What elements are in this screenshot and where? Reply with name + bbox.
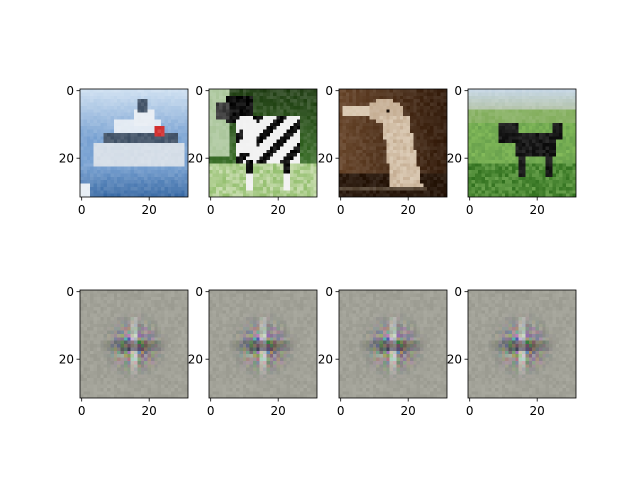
x-tick-label: 0: [207, 404, 215, 418]
subplot-1-1: 0 20 0 20: [188, 285, 318, 418]
axes-frame: [79, 88, 189, 198]
x-tick-label: 0: [466, 404, 474, 418]
x-tick-label: 20: [271, 203, 286, 217]
subplot-0-2: 0 20 0 20: [318, 84, 448, 217]
subplot-0-0: 0 20 0 20: [59, 84, 189, 217]
image-pixels: [468, 290, 577, 399]
x-tick-label: 20: [401, 203, 416, 217]
x-tick-label: 0: [466, 203, 474, 217]
subplot-1-2: 0 20 0 20: [318, 285, 448, 418]
y-tick-label: 0: [195, 285, 203, 299]
axes-frame: [208, 289, 318, 399]
image-pixels: [80, 89, 189, 198]
y-tick-label: 20: [188, 353, 203, 367]
x-tick-label: 20: [142, 203, 157, 217]
x-tick-label: 20: [142, 404, 157, 418]
image-pixels: [80, 290, 189, 399]
axes-frame: [79, 289, 189, 399]
axes-frame: [208, 88, 318, 198]
x-tick-label: 20: [401, 404, 416, 418]
x-tick-label: 20: [271, 404, 286, 418]
x-tick-label: 0: [207, 203, 215, 217]
subplot-0-3: 0 20 0 20: [447, 84, 577, 217]
image-pixels: [468, 89, 577, 198]
y-tick-label: 20: [318, 353, 333, 367]
subplot-0-1: 0 20 0 20: [188, 84, 318, 217]
x-tick-label: 20: [530, 404, 545, 418]
image-pixels: [209, 290, 318, 399]
y-tick-label: 0: [325, 84, 333, 98]
y-tick-label: 20: [59, 152, 74, 166]
axes-frame: [467, 289, 577, 399]
y-tick-label: 20: [447, 152, 462, 166]
y-tick-label: 0: [325, 285, 333, 299]
y-tick-label: 20: [447, 353, 462, 367]
x-tick-label: 0: [337, 404, 345, 418]
image-pixels: [209, 89, 318, 198]
image-pixels: [339, 290, 448, 399]
x-tick-label: 0: [337, 203, 345, 217]
y-tick-label: 0: [66, 84, 74, 98]
y-tick-label: 20: [188, 152, 203, 166]
x-tick-label: 0: [78, 404, 86, 418]
axes-frame: [338, 289, 448, 399]
y-tick-label: 20: [318, 152, 333, 166]
axes-frame: [338, 88, 448, 198]
y-tick-label: 0: [454, 84, 462, 98]
y-tick-label: 20: [59, 353, 74, 367]
x-tick-label: 20: [530, 203, 545, 217]
y-tick-label: 0: [195, 84, 203, 98]
subplot-1-3: 0 20 0 20: [447, 285, 577, 418]
x-tick-label: 0: [78, 203, 86, 217]
y-tick-label: 0: [66, 285, 74, 299]
image-pixels: [339, 89, 448, 198]
axes-frame: [467, 88, 577, 198]
y-tick-label: 0: [454, 285, 462, 299]
subplot-1-0: 0 20 0 20: [59, 285, 189, 418]
